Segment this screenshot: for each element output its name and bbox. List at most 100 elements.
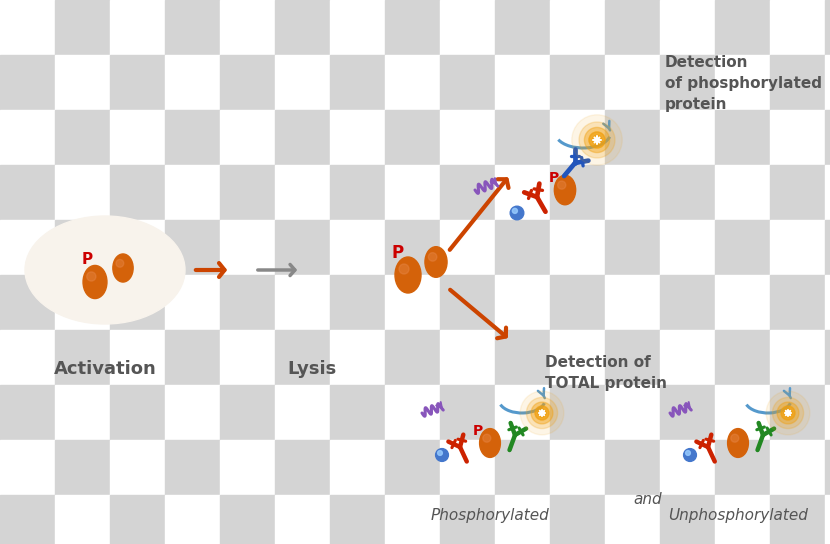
Bar	[330, 0, 385, 55]
Bar	[715, 220, 770, 275]
Bar	[55, 220, 110, 275]
Bar	[385, 220, 440, 275]
Bar	[495, 440, 550, 495]
Bar	[110, 330, 165, 385]
Bar	[605, 330, 660, 385]
Bar	[825, 220, 830, 275]
Bar	[275, 330, 330, 385]
Bar	[605, 275, 660, 330]
Bar	[440, 55, 495, 110]
Bar	[440, 330, 495, 385]
Bar	[440, 385, 495, 440]
Bar	[495, 110, 550, 165]
Bar	[550, 275, 605, 330]
Bar	[715, 0, 770, 55]
Bar	[770, 330, 825, 385]
Text: P: P	[392, 244, 404, 262]
Bar	[330, 110, 385, 165]
Bar	[770, 0, 825, 55]
Text: Detection
of phosphorylated
protein: Detection of phosphorylated protein	[665, 55, 822, 112]
Circle shape	[531, 402, 553, 424]
Bar	[220, 275, 275, 330]
Circle shape	[526, 398, 558, 429]
Bar	[660, 220, 715, 275]
Bar	[275, 385, 330, 440]
Bar	[550, 55, 605, 110]
Circle shape	[766, 391, 810, 435]
Bar	[0, 440, 55, 495]
Bar	[330, 220, 385, 275]
Bar	[165, 495, 220, 544]
Text: P: P	[549, 171, 559, 185]
Bar	[825, 385, 830, 440]
Ellipse shape	[483, 434, 491, 442]
Bar	[660, 275, 715, 330]
Bar	[715, 495, 770, 544]
Bar	[165, 440, 220, 495]
Bar	[385, 165, 440, 220]
Bar	[825, 110, 830, 165]
Bar	[825, 440, 830, 495]
Bar	[715, 55, 770, 110]
Ellipse shape	[116, 259, 124, 267]
Bar	[495, 220, 550, 275]
Text: Activation: Activation	[54, 360, 156, 378]
Bar	[0, 220, 55, 275]
Bar	[330, 495, 385, 544]
Bar	[0, 55, 55, 110]
Bar	[770, 385, 825, 440]
Bar	[110, 165, 165, 220]
Bar	[660, 165, 715, 220]
Bar	[220, 440, 275, 495]
Bar	[605, 110, 660, 165]
Bar	[275, 495, 330, 544]
Bar	[715, 385, 770, 440]
Text: P: P	[473, 424, 483, 438]
Bar	[440, 0, 495, 55]
Bar	[220, 0, 275, 55]
Bar	[660, 495, 715, 544]
Bar	[220, 110, 275, 165]
Bar	[275, 0, 330, 55]
Bar	[660, 385, 715, 440]
Bar	[770, 275, 825, 330]
Circle shape	[436, 449, 448, 461]
Bar	[825, 330, 830, 385]
Bar	[770, 220, 825, 275]
Bar	[440, 220, 495, 275]
Bar	[550, 330, 605, 385]
Bar	[0, 495, 55, 544]
Circle shape	[512, 208, 517, 213]
Ellipse shape	[113, 254, 133, 282]
Bar	[495, 55, 550, 110]
Bar	[660, 110, 715, 165]
Bar	[330, 165, 385, 220]
Circle shape	[579, 122, 615, 158]
Bar	[275, 165, 330, 220]
Bar	[715, 440, 770, 495]
Bar	[110, 385, 165, 440]
Circle shape	[773, 398, 803, 429]
Bar	[330, 385, 385, 440]
Bar	[770, 495, 825, 544]
Bar	[660, 440, 715, 495]
Bar	[605, 495, 660, 544]
Bar	[825, 55, 830, 110]
Ellipse shape	[428, 252, 437, 261]
Bar	[165, 165, 220, 220]
Bar	[770, 110, 825, 165]
Bar	[110, 440, 165, 495]
Bar	[825, 495, 830, 544]
Bar	[770, 440, 825, 495]
Ellipse shape	[558, 181, 566, 189]
Circle shape	[584, 127, 609, 153]
Bar	[0, 275, 55, 330]
Bar	[550, 0, 605, 55]
Bar	[660, 330, 715, 385]
Bar	[715, 330, 770, 385]
Bar	[55, 110, 110, 165]
Bar	[55, 55, 110, 110]
Bar	[165, 385, 220, 440]
Ellipse shape	[399, 264, 409, 274]
Bar	[275, 275, 330, 330]
